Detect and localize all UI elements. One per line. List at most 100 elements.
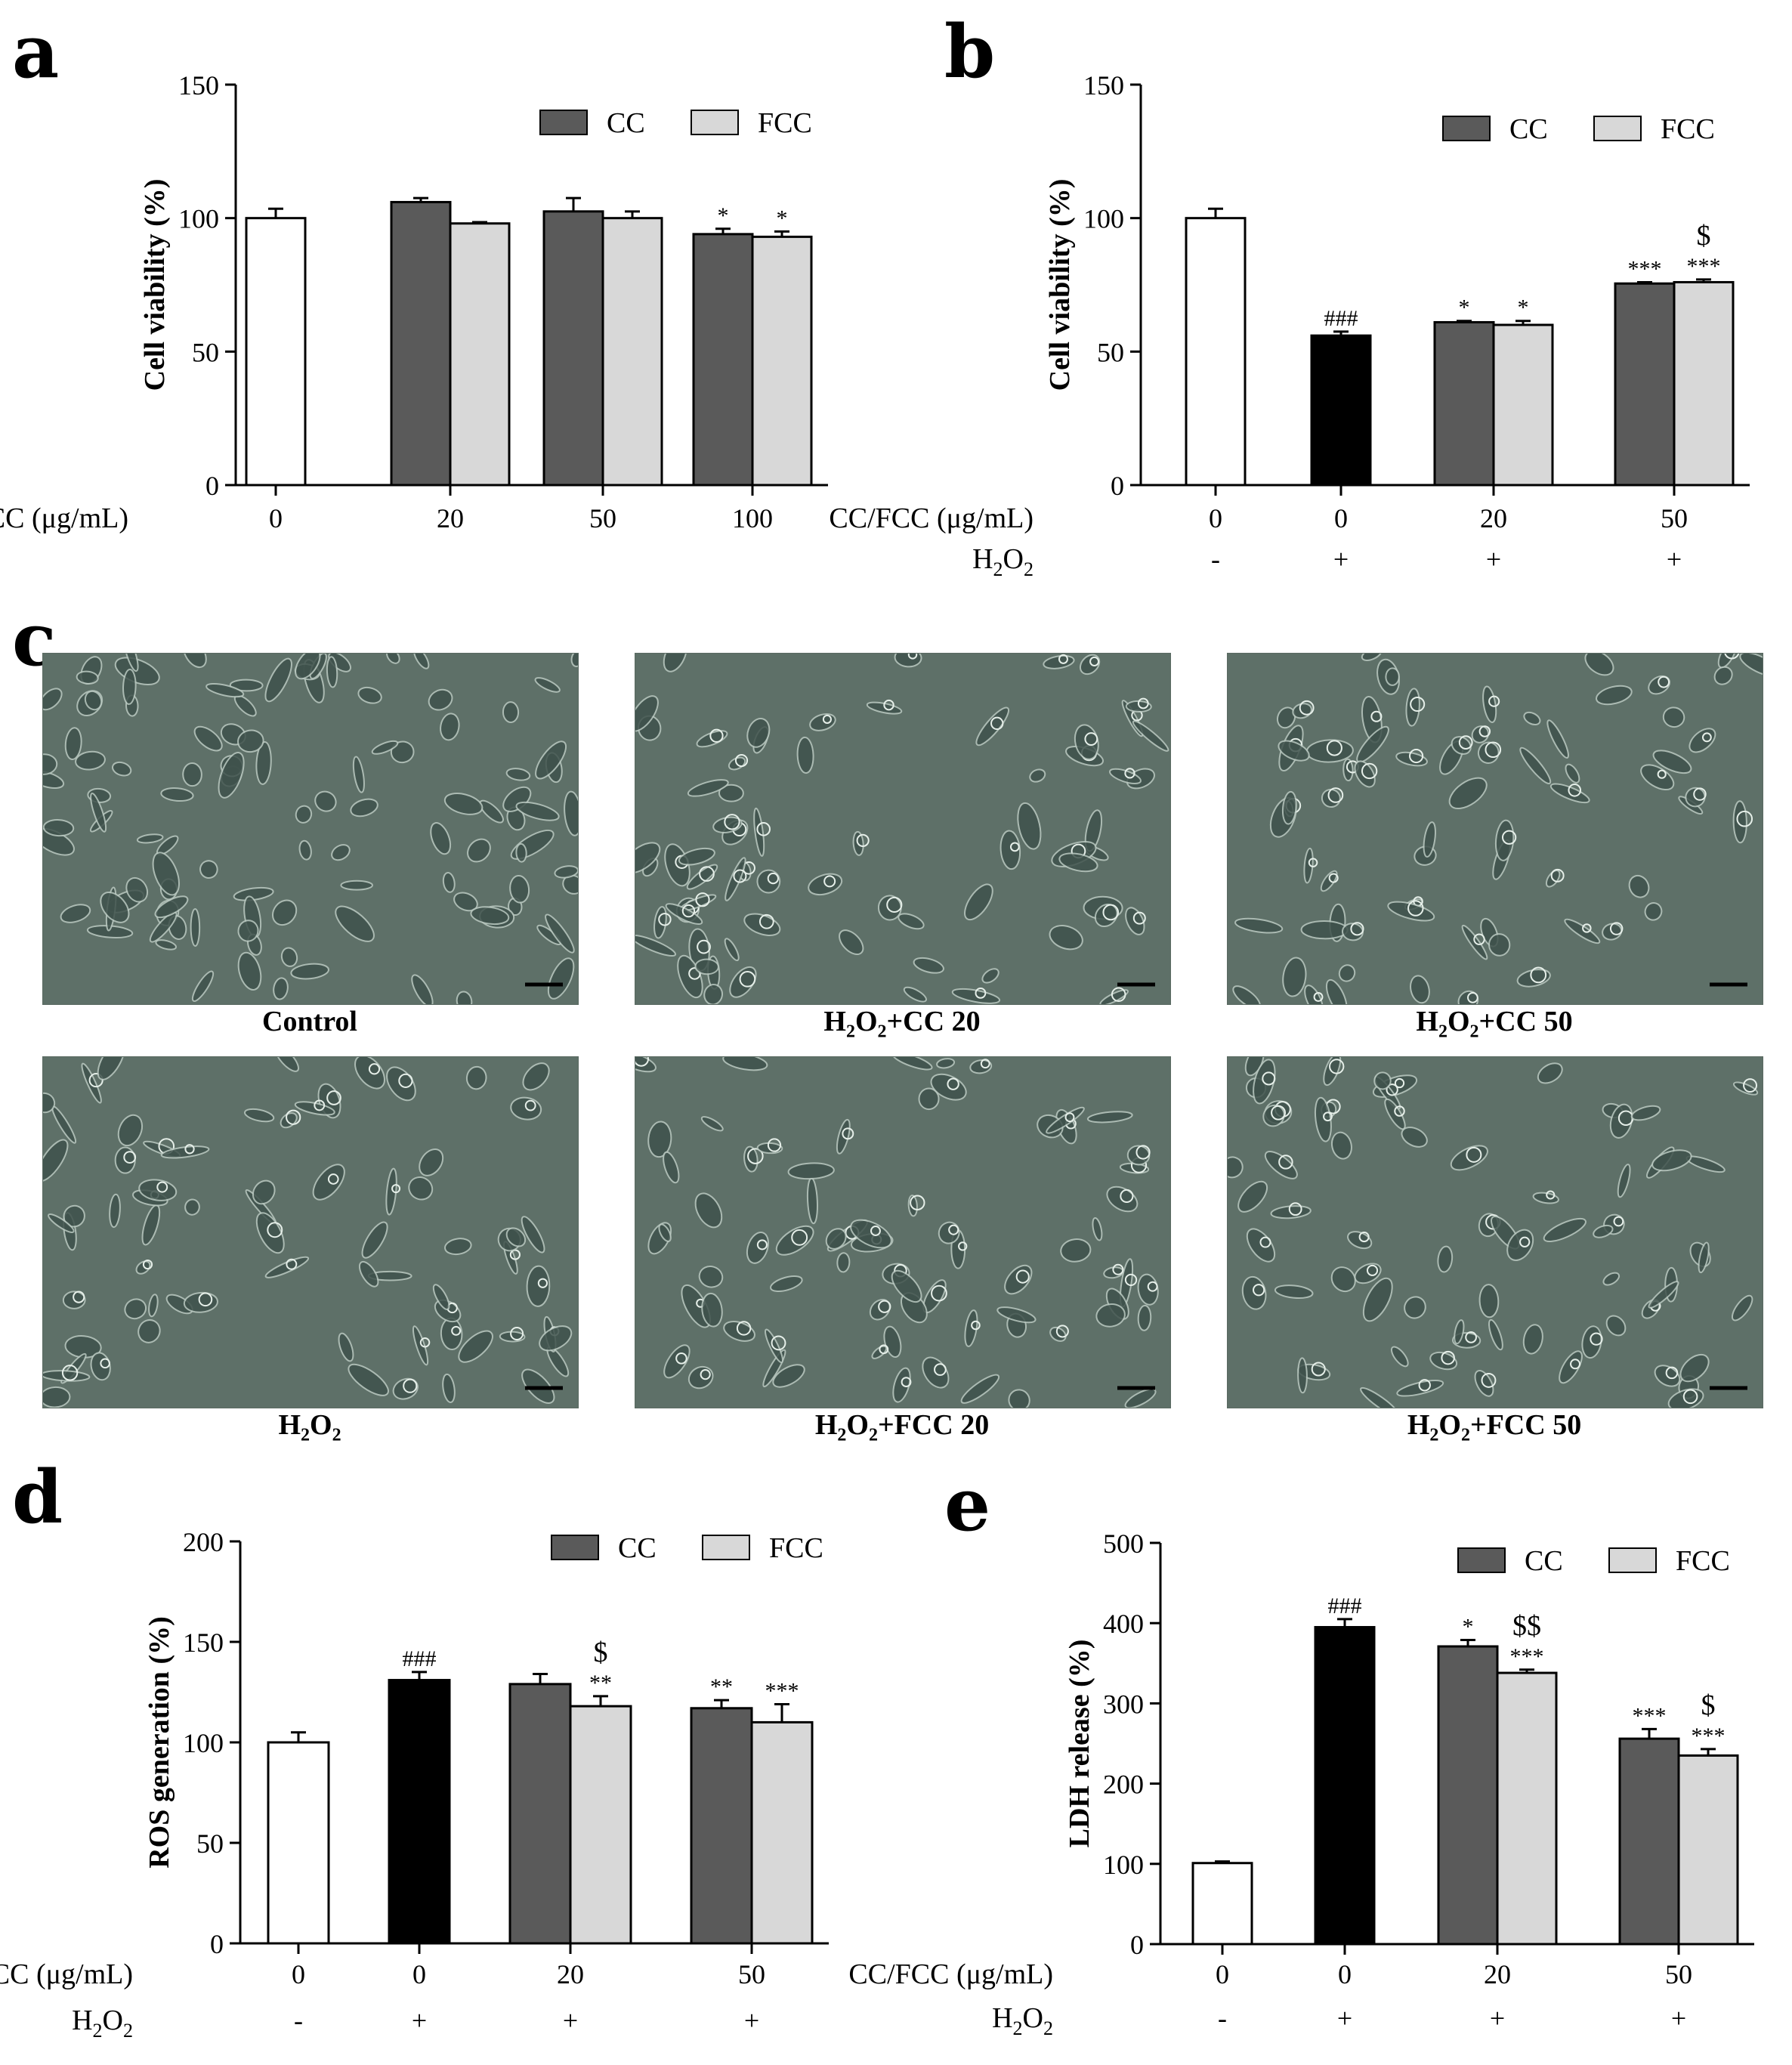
cell-shape (687, 1365, 714, 1390)
rounded-cell (1407, 900, 1424, 917)
panel-label-a: a (12, 9, 60, 94)
cell-shape (43, 1386, 71, 1408)
panel-label-d: d (12, 1454, 63, 1540)
h2o2-sign: + (1337, 2003, 1352, 2033)
caption-cc50: H2O2+CC 50 (1416, 1006, 1573, 1042)
rounded-cell (1253, 1284, 1265, 1297)
rounded-cell (739, 970, 756, 988)
y-tick-label: 0 (210, 1929, 224, 1959)
cell-shape (440, 713, 460, 741)
cell-shape (505, 1227, 527, 1247)
rounded-cell (947, 1077, 959, 1090)
cell-shape (465, 1065, 487, 1090)
rounded-cell (123, 1151, 137, 1164)
cell-shape (1404, 1296, 1426, 1319)
h2o2-sign: - (1211, 544, 1220, 574)
cell-shape (1617, 1164, 1631, 1198)
cell-shape (1488, 933, 1511, 957)
h2o2-sign: + (1490, 2003, 1505, 2033)
rounded-cell (1394, 1077, 1405, 1089)
cell-shape (76, 670, 99, 685)
cell-shape (183, 1291, 218, 1313)
cell-shape (184, 1198, 200, 1216)
rounded-cell (368, 1063, 381, 1075)
cell-shape (357, 686, 382, 704)
cell-shape (1448, 777, 1488, 810)
cell-shape (338, 1332, 354, 1362)
bar-cc (508, 1683, 572, 1945)
cell-shape (97, 1057, 125, 1080)
cell-shape (81, 1062, 102, 1104)
caption-fcc20: H2O2+FCC 20 (814, 1409, 990, 1445)
rounded-cell (1570, 1359, 1581, 1370)
h2o2-sign: - (1218, 2003, 1227, 2033)
cell-shape (419, 1148, 444, 1176)
rounded-cell (1701, 732, 1712, 743)
rounded-cell (822, 714, 832, 724)
rounded-cell (1724, 654, 1740, 660)
significance-label: * (777, 206, 788, 230)
cell-shape (743, 913, 781, 936)
rounded-cell (948, 1224, 959, 1235)
cell-shape (1043, 654, 1075, 669)
cell-shape (1232, 985, 1261, 1004)
significance-label-2: $ (594, 1637, 608, 1668)
cell-shape (1385, 667, 1400, 686)
y-tick-label: 150 (178, 70, 219, 100)
rounded-cell (756, 1239, 768, 1250)
cell-shape (348, 1363, 389, 1396)
rounded-cell (1308, 858, 1318, 867)
rounded-cell (907, 654, 918, 660)
significance-label: ### (1324, 306, 1358, 331)
cell-shape (687, 779, 729, 797)
rounded-cell (1009, 842, 1020, 852)
cell-shape (1523, 711, 1541, 726)
bar-h2o2 (388, 1679, 451, 1945)
cell-shape (298, 839, 312, 861)
cell-shape (154, 895, 189, 919)
rounded-cell (537, 1278, 548, 1288)
chart-b: 0 50 100 150 Cell viability (%) 0 - ### 0 + * * 20 + *… (829, 70, 1750, 580)
cell-shape (112, 761, 132, 777)
h2o2-sign: - (294, 2005, 303, 2036)
cell-shape (839, 929, 864, 955)
bar-fcc (1496, 1671, 1558, 1946)
significance-label: *** (1687, 254, 1721, 279)
legend-swatch-cc (551, 1535, 599, 1560)
cell-shape (1281, 790, 1297, 825)
significance-label: * (1459, 295, 1470, 320)
cell-shape (470, 906, 510, 926)
rounded-cell (1590, 1332, 1603, 1346)
rounded-cell (856, 833, 870, 847)
cell-shape (724, 938, 740, 962)
cell-shape (1278, 740, 1310, 762)
caption-cc20: H2O2+CC 20 (823, 1006, 981, 1042)
dose-label: 20 (1480, 503, 1507, 533)
cell-shape (75, 750, 106, 771)
rounded-cell (870, 1226, 881, 1236)
rounded-cell (1311, 1362, 1326, 1377)
rounded-cell (734, 753, 749, 768)
rounded-cell (1326, 740, 1342, 756)
cell-shape (1262, 1104, 1285, 1127)
rounded-cell (1441, 1350, 1455, 1365)
rounded-cell (883, 699, 894, 711)
rounded-cell (1394, 1105, 1405, 1117)
rounded-cell (1582, 923, 1592, 933)
bar-cc (690, 1707, 753, 1945)
cell-shape (191, 970, 215, 1003)
dose-label: 0 (269, 503, 283, 533)
cell-shape (1596, 685, 1633, 706)
cell-shape (1648, 1281, 1679, 1309)
cell-shape (326, 656, 338, 688)
cell-shape (1274, 1284, 1314, 1300)
significance-label: *** (765, 1678, 799, 1703)
bar-control (245, 217, 307, 487)
cell-shape (148, 1294, 159, 1318)
bar-cc (1433, 320, 1495, 487)
y-tick-label: 200 (183, 1527, 224, 1557)
y-axis-label: LDH release (%) (1064, 1640, 1095, 1848)
cell-shape (205, 683, 245, 698)
cell-shape (1276, 706, 1296, 729)
